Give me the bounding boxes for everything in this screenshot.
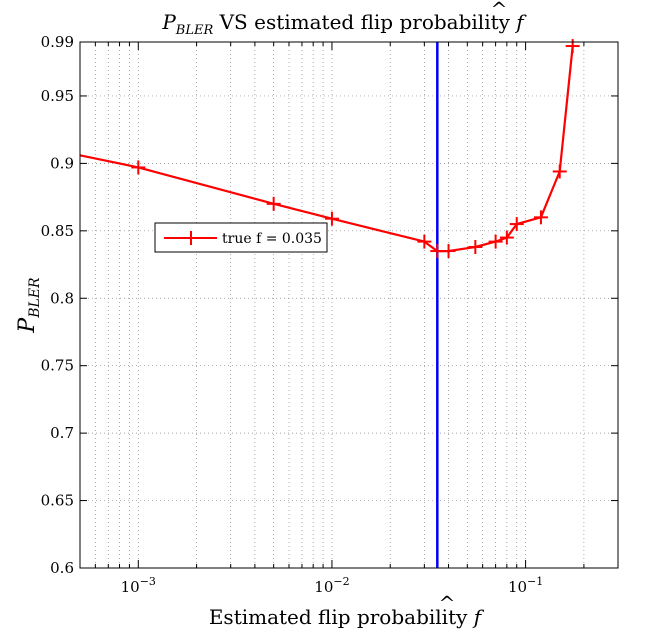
x-tick-label-base: 10 [314, 578, 333, 596]
y-tick-label: 0.85 [41, 222, 74, 240]
chart-title: PBLER VS estimated flip probability f [161, 10, 527, 38]
x-tick-label-exponent: −3 [140, 575, 156, 588]
legend-label: true f = 0.035 [222, 231, 322, 247]
x-tick-label-exponent: −1 [527, 575, 543, 588]
y-tick-label: 0.65 [41, 492, 74, 510]
y-tick-label: 0.95 [41, 87, 74, 105]
x-axis-hat-accent: ^ [439, 591, 456, 615]
y-tick-label: 0.75 [41, 357, 74, 375]
x-tick-label-base: 10 [121, 578, 140, 596]
y-tick-label: 0.6 [50, 559, 74, 577]
y-tick-label: 0.8 [50, 289, 74, 307]
x-tick-label-exponent: −2 [333, 575, 349, 588]
y-tick-label: 0.7 [50, 424, 74, 442]
legend: true f = 0.035 [155, 223, 327, 252]
title-hat-accent: ^ [491, 0, 508, 21]
x-tick-label-base: 10 [508, 578, 527, 596]
y-tick-label: 0.99 [41, 33, 74, 51]
y-tick-label: 0.9 [50, 154, 74, 172]
